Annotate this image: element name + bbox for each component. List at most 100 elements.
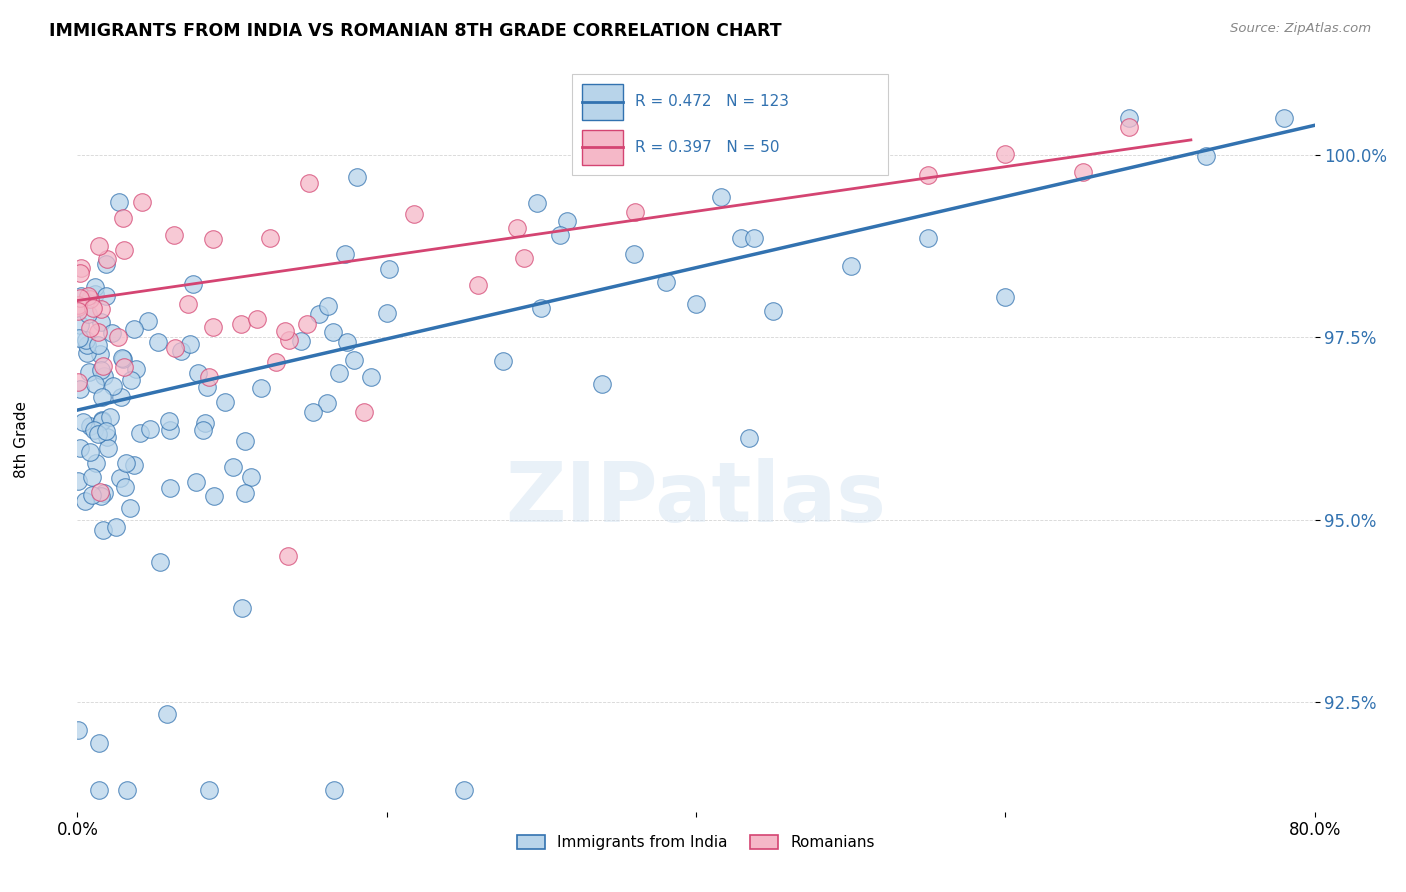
Point: [692, 145, 714, 159]
Point: [67, 475, 90, 489]
Point: [402, 207, 425, 221]
Point: [118, 501, 141, 516]
Point: [67, 300, 90, 314]
Legend: Immigrants from India, Romanians: Immigrants from India, Romanians: [512, 829, 880, 856]
Point: [343, 353, 366, 368]
Point: [730, 231, 752, 245]
Y-axis label: 8th Grade: 8th Grade: [14, 401, 28, 478]
Point: [302, 405, 325, 419]
Point: [839, 139, 862, 153]
Point: [165, 341, 187, 355]
Point: [89, 485, 111, 500]
Point: [93, 369, 115, 384]
Point: [624, 205, 647, 219]
Point: [125, 362, 148, 376]
Point: [79, 365, 101, 379]
Point: [738, 431, 761, 445]
Point: [1118, 120, 1140, 135]
Point: [131, 195, 153, 210]
Point: [187, 366, 209, 380]
Point: [84, 377, 107, 392]
Point: [87, 338, 110, 352]
Point: [80, 488, 103, 502]
Point: [159, 482, 181, 496]
Point: [157, 414, 180, 428]
Point: [90, 413, 112, 427]
Point: [1118, 111, 1140, 125]
Point: [79, 321, 101, 335]
Point: [298, 177, 321, 191]
Point: [84, 287, 107, 301]
Point: [115, 782, 138, 797]
Point: [67, 723, 90, 737]
Point: [80, 470, 103, 484]
Point: [191, 423, 214, 437]
Point: [79, 445, 101, 459]
Point: [86, 325, 108, 339]
Point: [259, 231, 281, 245]
Point: [84, 456, 107, 470]
Point: [122, 458, 145, 473]
Point: [67, 298, 90, 312]
Point: [591, 376, 613, 391]
Point: [136, 314, 159, 328]
Point: [202, 489, 225, 503]
Point: [686, 143, 709, 157]
Point: [1071, 165, 1094, 179]
Point: [96, 430, 118, 444]
Point: [685, 297, 707, 311]
Point: [346, 169, 368, 184]
Point: [231, 601, 253, 615]
Point: [82, 301, 104, 316]
Point: [316, 395, 339, 409]
Point: [114, 243, 136, 257]
Point: [120, 373, 142, 387]
Point: [378, 261, 401, 276]
Point: [195, 380, 218, 394]
Point: [994, 290, 1017, 304]
Point: [90, 302, 112, 317]
Point: [91, 390, 114, 404]
Point: [89, 347, 111, 361]
Point: [181, 277, 204, 292]
Point: [233, 486, 256, 500]
Point: [994, 146, 1017, 161]
Point: [1272, 111, 1295, 125]
Point: [742, 231, 765, 245]
Point: [235, 434, 257, 448]
Point: [108, 471, 131, 485]
Point: [710, 190, 733, 204]
Point: [214, 394, 236, 409]
Point: [360, 369, 382, 384]
Point: [115, 456, 138, 470]
Point: [917, 231, 939, 245]
Point: [110, 390, 132, 404]
Point: [87, 427, 110, 442]
Point: [96, 252, 118, 266]
Point: [198, 782, 221, 797]
Point: [250, 381, 273, 395]
Point: [706, 154, 728, 169]
Point: [917, 169, 939, 183]
Point: [839, 259, 862, 273]
Point: [264, 354, 287, 368]
Point: [277, 333, 299, 347]
Point: [90, 315, 112, 329]
Point: [98, 410, 121, 425]
Point: [194, 417, 217, 431]
Text: Source: ZipAtlas.com: Source: ZipAtlas.com: [1230, 22, 1371, 36]
Point: [94, 257, 117, 271]
Point: [77, 289, 100, 303]
Point: [97, 441, 120, 455]
Point: [623, 247, 645, 261]
Point: [1195, 149, 1218, 163]
Point: [105, 520, 128, 534]
Point: [202, 232, 225, 246]
Point: [512, 251, 534, 265]
Point: [124, 322, 146, 336]
Point: [170, 343, 193, 358]
Point: [76, 337, 98, 351]
Point: [762, 303, 785, 318]
Text: IMMIGRANTS FROM INDIA VS ROMANIAN 8TH GRADE CORRELATION CHART: IMMIGRANTS FROM INDIA VS ROMANIAN 8TH GR…: [49, 22, 782, 40]
Point: [101, 326, 124, 340]
